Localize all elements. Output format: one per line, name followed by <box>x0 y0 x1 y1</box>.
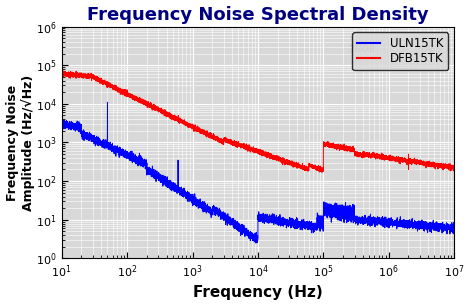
DFB15TK <box>308 164 314 168</box>
Text: THOR: THOR <box>349 45 376 54</box>
Title: Frequency Noise Spectral Density: Frequency Noise Spectral Density <box>87 6 429 24</box>
DFB15TK <box>60 69 66 73</box>
ULN15TK <box>350 214 356 217</box>
ULN15TK <box>308 225 314 229</box>
DFB15TK <box>291 163 297 167</box>
ULN15TK <box>451 225 457 229</box>
ULN15TK <box>105 100 110 104</box>
DFB15TK <box>350 147 356 151</box>
ULN15TK <box>59 119 64 122</box>
Text: LABS: LABS <box>421 45 442 54</box>
X-axis label: Frequency (Hz): Frequency (Hz) <box>193 285 323 300</box>
DFB15TK <box>451 166 457 169</box>
DFB15TK <box>78 72 84 75</box>
ULN15TK <box>371 220 376 223</box>
Line: ULN15TK: ULN15TK <box>62 102 454 243</box>
DFB15TK <box>201 131 207 135</box>
DFB15TK <box>59 72 64 76</box>
ULN15TK <box>201 204 207 208</box>
Line: DFB15TK: DFB15TK <box>62 71 454 172</box>
Legend: ULN15TK, DFB15TK: ULN15TK, DFB15TK <box>352 32 448 70</box>
ULN15TK <box>253 241 258 245</box>
ULN15TK <box>291 222 297 225</box>
DFB15TK <box>371 152 376 156</box>
ULN15TK <box>78 134 84 138</box>
DFB15TK <box>319 170 325 174</box>
Y-axis label: Frequency Noise
Amplitude (Hz/√Hz): Frequency Noise Amplitude (Hz/√Hz) <box>6 74 35 211</box>
